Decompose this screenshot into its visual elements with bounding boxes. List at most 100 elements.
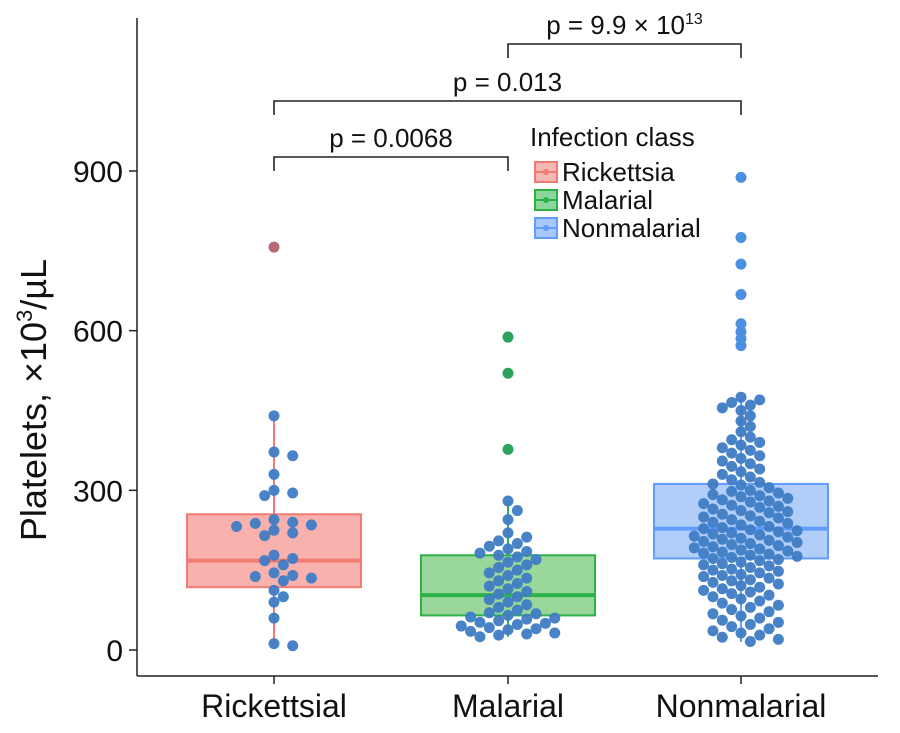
data-point bbox=[287, 640, 299, 652]
data-point bbox=[754, 501, 766, 513]
significance-label-exponent: 13 bbox=[685, 11, 703, 28]
data-point bbox=[707, 503, 719, 515]
data-point bbox=[754, 450, 766, 462]
data-point bbox=[549, 627, 561, 639]
data-point bbox=[493, 588, 505, 600]
data-point bbox=[249, 517, 261, 529]
data-point bbox=[782, 545, 794, 557]
data-point bbox=[772, 487, 784, 499]
data-point bbox=[735, 627, 747, 639]
data-point bbox=[735, 466, 747, 478]
data-point bbox=[726, 551, 738, 563]
data-point bbox=[791, 525, 803, 537]
data-point bbox=[549, 612, 561, 624]
data-point bbox=[474, 631, 486, 643]
data-point bbox=[231, 521, 243, 533]
data-point bbox=[735, 452, 747, 464]
outlier-point bbox=[268, 241, 280, 253]
data-point bbox=[744, 510, 756, 522]
data-point bbox=[735, 415, 747, 427]
data-point bbox=[455, 620, 467, 632]
data-point bbox=[716, 597, 728, 609]
data-point bbox=[268, 446, 280, 458]
data-point bbox=[744, 496, 756, 508]
outlier-point bbox=[735, 288, 747, 300]
data-point bbox=[716, 402, 728, 414]
data-point bbox=[726, 485, 738, 497]
data-point bbox=[698, 559, 710, 571]
data-point bbox=[735, 593, 747, 605]
data-point bbox=[735, 391, 747, 403]
data-point bbox=[511, 604, 523, 616]
data-point bbox=[707, 478, 719, 490]
data-point bbox=[502, 569, 514, 581]
data-point bbox=[483, 580, 495, 592]
data-point bbox=[763, 534, 775, 546]
data-point bbox=[493, 535, 505, 547]
data-point bbox=[698, 523, 710, 535]
data-point bbox=[763, 548, 775, 560]
data-point bbox=[483, 567, 495, 579]
data-point bbox=[791, 550, 803, 562]
data-point bbox=[268, 514, 280, 526]
data-point bbox=[726, 474, 738, 486]
data-point bbox=[483, 622, 495, 634]
data-point bbox=[716, 583, 728, 595]
legend-key-dot bbox=[543, 169, 549, 175]
data-point bbox=[707, 591, 719, 603]
data-point bbox=[502, 596, 514, 608]
data-point bbox=[782, 506, 794, 518]
y-tick-label: 600 bbox=[73, 316, 123, 349]
data-point bbox=[754, 394, 766, 406]
data-point bbox=[726, 434, 738, 446]
data-point bbox=[521, 613, 533, 625]
data-point bbox=[287, 487, 299, 499]
data-point bbox=[511, 505, 523, 517]
data-point bbox=[772, 554, 784, 566]
data-point bbox=[474, 616, 486, 628]
data-point bbox=[735, 439, 747, 451]
data-point bbox=[698, 498, 710, 510]
data-point bbox=[754, 555, 766, 567]
data-point bbox=[772, 512, 784, 524]
data-point bbox=[735, 426, 747, 438]
data-point bbox=[754, 629, 766, 641]
y-tick-label: 0 bbox=[106, 635, 123, 668]
data-point bbox=[707, 564, 719, 576]
data-point bbox=[474, 547, 486, 559]
data-point bbox=[744, 484, 756, 496]
y-axis-title-sup: 3 bbox=[12, 310, 37, 322]
data-point bbox=[744, 601, 756, 613]
data-point bbox=[754, 490, 766, 502]
legend-key-dot bbox=[543, 197, 549, 203]
data-point bbox=[726, 604, 738, 616]
data-point bbox=[791, 536, 803, 548]
data-point bbox=[754, 515, 766, 527]
data-point bbox=[772, 500, 784, 512]
data-point bbox=[744, 458, 756, 470]
data-point bbox=[698, 547, 710, 559]
data-point bbox=[754, 581, 766, 593]
x-tick-label: Malarial bbox=[452, 688, 564, 724]
data-point bbox=[754, 463, 766, 475]
data-point bbox=[521, 599, 533, 611]
y-tick-label: 300 bbox=[73, 475, 123, 508]
significance-label: p = 0.0068 bbox=[329, 123, 453, 153]
data-point bbox=[521, 572, 533, 584]
data-point bbox=[268, 596, 280, 608]
y-tick-label: 900 bbox=[73, 156, 123, 189]
data-point bbox=[763, 482, 775, 494]
data-point bbox=[735, 556, 747, 568]
data-point bbox=[502, 543, 514, 555]
data-point bbox=[707, 541, 719, 553]
legend-label-nonmalarial: Nonmalarial bbox=[562, 213, 701, 243]
data-point bbox=[754, 529, 766, 541]
data-point bbox=[268, 549, 280, 561]
legend: Infection class RickettsiaMalarialNonmal… bbox=[530, 122, 701, 243]
data-point bbox=[726, 527, 738, 539]
data-point bbox=[782, 531, 794, 543]
data-point bbox=[744, 618, 756, 630]
data-point bbox=[772, 565, 784, 577]
significance-bracket bbox=[507, 43, 742, 58]
data-point bbox=[511, 618, 523, 630]
